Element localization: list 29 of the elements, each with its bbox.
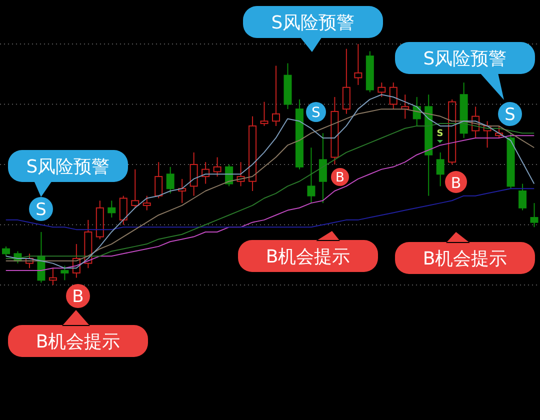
text: B bbox=[72, 287, 84, 307]
annotation: S风险预警 bbox=[26, 156, 110, 178]
candlestick bbox=[436, 152, 444, 187]
annotation: B机会提示 bbox=[266, 246, 350, 268]
candlestick bbox=[72, 244, 80, 278]
text: B机会提示 bbox=[36, 332, 120, 352]
annotation: S bbox=[504, 105, 516, 125]
candlestick bbox=[424, 94, 433, 196]
candlestick bbox=[460, 82, 468, 138]
candlestick bbox=[202, 162, 210, 184]
candlestick bbox=[354, 44, 362, 86]
annotation: S bbox=[312, 105, 321, 121]
candlestick bbox=[178, 178, 186, 204]
annotation: S bbox=[436, 129, 444, 139]
annotation: B机会提示 bbox=[422, 248, 508, 270]
candlestick bbox=[318, 132, 327, 204]
annotation: S风险预警 bbox=[423, 48, 507, 70]
text: S风险预警 bbox=[271, 12, 355, 34]
candlestick bbox=[342, 48, 350, 114]
candlestick bbox=[108, 200, 116, 218]
candlestick bbox=[48, 268, 57, 285]
annotation: B bbox=[450, 174, 462, 192]
candlestick bbox=[248, 116, 257, 192]
annotation: B bbox=[336, 170, 344, 186]
candlestick bbox=[401, 94, 410, 120]
candlestick bbox=[483, 120, 492, 148]
candlestick bbox=[190, 152, 198, 196]
annotation: S bbox=[36, 200, 46, 220]
candlestick bbox=[272, 65, 280, 126]
